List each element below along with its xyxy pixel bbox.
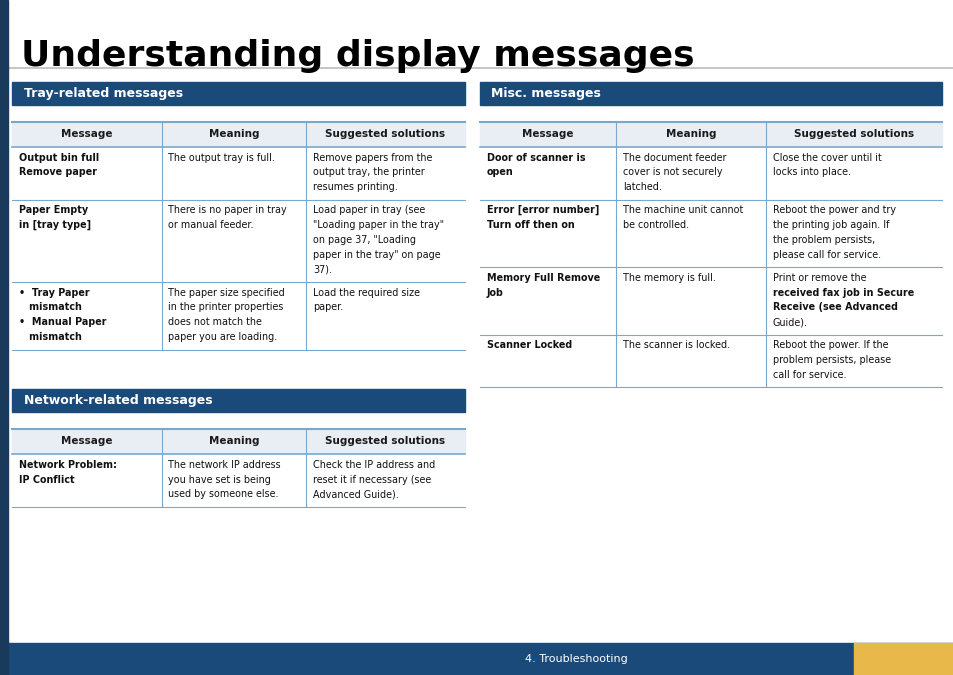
Text: or manual feeder.: or manual feeder. — [168, 220, 253, 230]
Text: Load paper in tray (see: Load paper in tray (see — [313, 205, 425, 215]
Text: Meaning: Meaning — [209, 130, 259, 139]
Text: Tray-related messages: Tray-related messages — [24, 86, 183, 100]
Bar — [479, 82, 941, 105]
Text: Close the cover until it: Close the cover until it — [772, 153, 881, 163]
Text: Receive (see Advanced: Receive (see Advanced — [772, 302, 897, 313]
Bar — [479, 122, 941, 147]
Text: Message: Message — [61, 437, 112, 446]
Text: "Loading paper in the tray": "Loading paper in the tray" — [313, 220, 443, 230]
Bar — [0, 643, 953, 675]
Text: Advanced Guide).: Advanced Guide). — [313, 489, 398, 500]
Bar — [479, 200, 941, 267]
Text: Paper Empty: Paper Empty — [19, 205, 88, 215]
Text: locks into place.: locks into place. — [772, 167, 850, 178]
Text: The scanner is locked.: The scanner is locked. — [622, 340, 729, 350]
Text: The paper size specified: The paper size specified — [168, 288, 285, 298]
Text: Suggested solutions: Suggested solutions — [325, 437, 445, 446]
Text: used by someone else.: used by someone else. — [168, 489, 278, 500]
Text: in [tray type]: in [tray type] — [19, 220, 91, 230]
Text: Network Problem:: Network Problem: — [19, 460, 117, 470]
Text: Load the required size: Load the required size — [313, 288, 419, 298]
Text: paper you are loading.: paper you are loading. — [168, 332, 277, 342]
Text: There is no paper in tray: There is no paper in tray — [168, 205, 287, 215]
Text: latched.: latched. — [622, 182, 661, 192]
Text: Output bin full: Output bin full — [19, 153, 99, 163]
Bar — [12, 122, 464, 147]
Bar — [853, 643, 953, 675]
Text: Suggested solutions: Suggested solutions — [325, 130, 445, 139]
Bar — [12, 389, 464, 412]
Text: received fax job in Secure: received fax job in Secure — [772, 288, 913, 298]
Bar — [12, 200, 464, 282]
Text: reset it if necessary (see: reset it if necessary (see — [313, 475, 431, 485]
Text: Job: Job — [486, 288, 503, 298]
Text: 97: 97 — [892, 651, 913, 666]
Text: the printing job again. If: the printing job again. If — [772, 220, 888, 230]
Text: be controlled.: be controlled. — [622, 220, 688, 230]
Text: Reboot the power and try: Reboot the power and try — [772, 205, 895, 215]
Text: Print or remove the: Print or remove the — [772, 273, 865, 283]
Text: IP Conflict: IP Conflict — [19, 475, 74, 485]
Text: The network IP address: The network IP address — [168, 460, 280, 470]
Text: you have set is being: you have set is being — [168, 475, 271, 485]
Bar — [12, 454, 464, 507]
Text: Network-related messages: Network-related messages — [24, 394, 213, 407]
Text: on page 37, "Loading: on page 37, "Loading — [313, 235, 416, 245]
Text: 4. Troubleshooting: 4. Troubleshooting — [524, 654, 627, 664]
Text: Check the IP address and: Check the IP address and — [313, 460, 435, 470]
Text: paper in the tray" on page: paper in the tray" on page — [313, 250, 440, 260]
Text: Guide).: Guide). — [772, 317, 807, 327]
Text: open: open — [486, 167, 513, 178]
Text: problem persists, please: problem persists, please — [772, 355, 890, 365]
Text: Reboot the power. If the: Reboot the power. If the — [772, 340, 887, 350]
Text: resumes printing.: resumes printing. — [313, 182, 397, 192]
Text: Meaning: Meaning — [665, 130, 716, 139]
Text: mismatch: mismatch — [19, 332, 82, 342]
Text: paper.: paper. — [313, 302, 343, 313]
Bar — [12, 282, 464, 350]
Text: Suggested solutions: Suggested solutions — [793, 130, 913, 139]
Text: output tray, the printer: output tray, the printer — [313, 167, 424, 178]
Text: Turn off then on: Turn off then on — [486, 220, 574, 230]
Text: Door of scanner is: Door of scanner is — [486, 153, 584, 163]
Text: Message: Message — [61, 130, 112, 139]
Bar — [479, 147, 941, 200]
Text: please call for service.: please call for service. — [772, 250, 880, 260]
Text: Remove papers from the: Remove papers from the — [313, 153, 432, 163]
Text: Message: Message — [521, 130, 573, 139]
Text: cover is not securely: cover is not securely — [622, 167, 721, 178]
Text: Error [error number]: Error [error number] — [486, 205, 598, 215]
Bar — [12, 147, 464, 200]
Text: 37).: 37). — [313, 265, 332, 275]
Text: Scanner Locked: Scanner Locked — [486, 340, 571, 350]
Bar — [12, 82, 464, 105]
Bar — [0, 0, 8, 675]
Text: call for service.: call for service. — [772, 370, 845, 380]
Text: The memory is full.: The memory is full. — [622, 273, 715, 283]
Text: Misc. messages: Misc. messages — [491, 86, 600, 100]
Text: in the printer properties: in the printer properties — [168, 302, 283, 313]
Text: The output tray is full.: The output tray is full. — [168, 153, 274, 163]
Text: mismatch: mismatch — [19, 302, 82, 313]
Text: Understanding display messages: Understanding display messages — [21, 39, 694, 73]
Bar — [479, 335, 941, 387]
Text: Meaning: Meaning — [209, 437, 259, 446]
Text: •  Manual Paper: • Manual Paper — [19, 317, 107, 327]
Text: The machine unit cannot: The machine unit cannot — [622, 205, 742, 215]
Text: •  Tray Paper: • Tray Paper — [19, 288, 90, 298]
Text: the problem persists,: the problem persists, — [772, 235, 874, 245]
Text: does not match the: does not match the — [168, 317, 262, 327]
Bar — [12, 429, 464, 454]
Text: Memory Full Remove: Memory Full Remove — [486, 273, 599, 283]
Bar — [479, 267, 941, 335]
Text: The document feeder: The document feeder — [622, 153, 725, 163]
Text: Remove paper: Remove paper — [19, 167, 97, 178]
